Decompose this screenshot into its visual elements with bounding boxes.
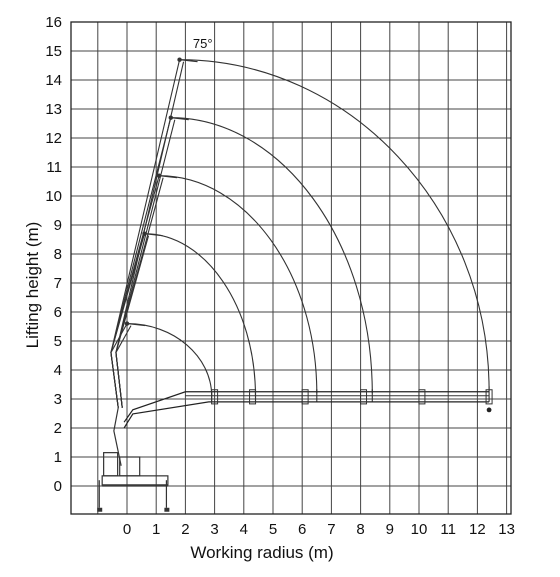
boom-section-joint <box>485 389 493 405</box>
y-tick-label: 9 <box>54 217 62 234</box>
y-tick-label: 5 <box>54 333 62 350</box>
x-axis-label: Working radius (m) <box>190 543 333 562</box>
x-tick-labels: 0 1 2 3 4 5 6 7 8 9 10 11 12 13 <box>123 521 515 538</box>
x-tick-label: 2 <box>181 521 189 538</box>
boom-section-joint <box>418 389 426 405</box>
y-tick-label: 13 <box>45 101 62 118</box>
crane-base-frame <box>101 475 169 486</box>
reach-envelopes <box>126 59 490 402</box>
y-tick-label: 0 <box>54 478 62 495</box>
y-tick-label: 11 <box>46 159 62 176</box>
boom-horizontal-upper <box>123 391 490 423</box>
boom-raised <box>110 59 181 408</box>
y-tick-label: 15 <box>45 43 62 60</box>
crane-housing <box>119 456 141 477</box>
x-tick-label: 3 <box>210 521 218 538</box>
crane-base <box>97 407 170 512</box>
reach-envelope-arc <box>126 323 213 397</box>
x-tick-label: 10 <box>411 521 428 538</box>
boom-positions <box>110 57 493 429</box>
y-tick-label: 2 <box>54 420 62 437</box>
y-tick-label: 16 <box>45 14 62 31</box>
y-tick-label: 1 <box>54 449 62 466</box>
boom-horizontal-lower <box>123 401 490 429</box>
angle-annotation: 75° <box>193 36 213 51</box>
y-tick-label: 8 <box>54 246 62 263</box>
reach-envelope-arc <box>159 175 318 394</box>
boom-raised-edge <box>115 61 185 408</box>
crane-column <box>103 452 119 477</box>
y-axis-label: Lifting height (m) <box>23 222 42 349</box>
boom-section-joint <box>360 389 368 405</box>
x-tick-label: 5 <box>269 521 277 538</box>
x-tick-label: 9 <box>386 521 394 538</box>
boom-tip-marker <box>124 321 130 326</box>
y-tick-label: 7 <box>54 275 62 292</box>
reach-envelope-arc <box>144 233 257 397</box>
boom-section-joint <box>249 389 257 405</box>
y-tick-label: 6 <box>54 304 62 321</box>
outrigger-foot-right <box>164 507 170 512</box>
x-tick-label: 13 <box>498 521 515 538</box>
reach-envelope-arc <box>179 59 490 391</box>
y-tick-label: 3 <box>54 391 62 408</box>
x-tick-label: 12 <box>469 521 486 538</box>
boom-tip-head <box>126 323 146 327</box>
boom-tip-head <box>159 175 178 179</box>
x-tick-label: 4 <box>240 521 248 538</box>
boom-tip-head <box>170 117 189 121</box>
x-tick-label: 1 <box>152 521 160 538</box>
x-tick-label: 11 <box>440 521 456 538</box>
x-tick-label: 7 <box>327 521 335 538</box>
column-arm <box>113 407 122 466</box>
boom-raised-edge <box>115 325 132 408</box>
boom-section-joint <box>211 389 219 405</box>
y-tick-label: 4 <box>54 362 62 379</box>
boom-hook <box>486 407 492 413</box>
boom-raised-edge <box>115 119 176 408</box>
x-tick-label: 6 <box>298 521 306 538</box>
y-tick-label: 14 <box>45 72 62 89</box>
boom-tip-head <box>179 59 198 63</box>
x-tick-label: 8 <box>356 521 364 538</box>
grid <box>71 22 511 514</box>
plot-frame <box>70 21 512 515</box>
x-tick-label: 0 <box>123 521 131 538</box>
boom-section-joint <box>301 389 309 405</box>
outrigger-foot-left <box>97 507 103 512</box>
y-tick-label: 10 <box>45 188 62 205</box>
reach-envelope-arc <box>170 117 373 394</box>
y-tick-label: 12 <box>45 130 62 147</box>
